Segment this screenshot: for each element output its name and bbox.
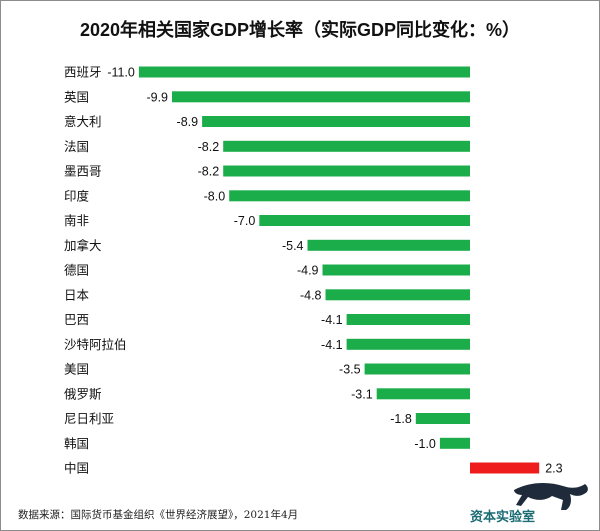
value-label-2: -8.9 (177, 115, 199, 129)
bar-15 (439, 437, 470, 449)
value-label-7: -5.4 (282, 239, 304, 253)
labels-layer: 西班牙 -11.0 英国 -9.9 意大利 -8.9 法国 -8.2 墨西哥 -8.2 印度 -8.0… (64, 65, 563, 476)
category-label-8: 德国 (64, 263, 89, 278)
value-label-11: -4.1 (321, 338, 343, 352)
value-label-3: -8.2 (198, 140, 220, 154)
bar-7 (307, 239, 470, 251)
value-label-15: -1.0 (414, 437, 436, 451)
panther-icon (514, 482, 588, 510)
category-label-14: 尼日利亚 (64, 411, 114, 426)
bars-layer (138, 66, 540, 474)
chart-title: 2020年相关国家GDP增长率（实际GDP同比变化：%） (80, 19, 520, 40)
bar-8 (322, 264, 470, 276)
value-label-1: -9.9 (146, 90, 168, 104)
value-label-9: -4.8 (300, 288, 322, 302)
bar-6 (259, 215, 470, 226)
bar-11 (346, 338, 470, 350)
category-label-5: 印度 (64, 188, 90, 203)
category-label-15: 韩国 (64, 436, 89, 451)
brand-logo: 资本实验室 (470, 482, 588, 525)
category-label-10: 巴西 (64, 312, 89, 327)
logo-text: 资本实验室 (470, 509, 535, 525)
bar-2 (202, 116, 470, 127)
bar-3 (223, 140, 470, 152)
source-note: 数据来源：国际货币基金组织《世界经济展望》，2021年4月 (18, 508, 298, 521)
bar-12 (364, 363, 470, 375)
bar-5 (229, 190, 470, 202)
category-label-2: 意大利 (64, 114, 102, 129)
category-label-9: 日本 (64, 287, 90, 302)
value-label-5: -8.0 (204, 189, 226, 203)
category-label-13: 俄罗斯 (64, 386, 102, 401)
category-label-6: 南非 (64, 213, 89, 228)
bar-0 (138, 66, 470, 78)
bar-4 (223, 165, 470, 177)
value-label-6: -7.0 (234, 214, 256, 228)
bar-13 (376, 388, 470, 400)
category-label-3: 法国 (64, 139, 89, 154)
value-label-8: -4.9 (297, 264, 319, 278)
bar-10 (346, 314, 470, 325)
value-label-12: -3.5 (339, 363, 361, 377)
category-label-12: 美国 (64, 362, 89, 377)
value-label-0: -11.0 (107, 66, 135, 80)
bar-1 (172, 91, 470, 103)
category-label-11: 沙特阿拉伯 (64, 337, 127, 352)
category-label-16: 中国 (64, 461, 89, 476)
value-label-13: -3.1 (351, 387, 373, 401)
category-label-4: 墨西哥 (64, 164, 102, 179)
value-label-10: -4.1 (321, 313, 343, 327)
value-label-14: -1.8 (390, 412, 412, 426)
value-label-4: -8.2 (198, 165, 220, 179)
value-label-16: 2.3 (545, 462, 562, 476)
bar-16 (470, 462, 540, 474)
category-label-7: 加拿大 (64, 238, 102, 253)
category-label-1: 英国 (64, 89, 89, 104)
bar-9 (325, 289, 470, 301)
bar-14 (415, 413, 470, 424)
category-label-0: 西班牙 (64, 65, 102, 80)
